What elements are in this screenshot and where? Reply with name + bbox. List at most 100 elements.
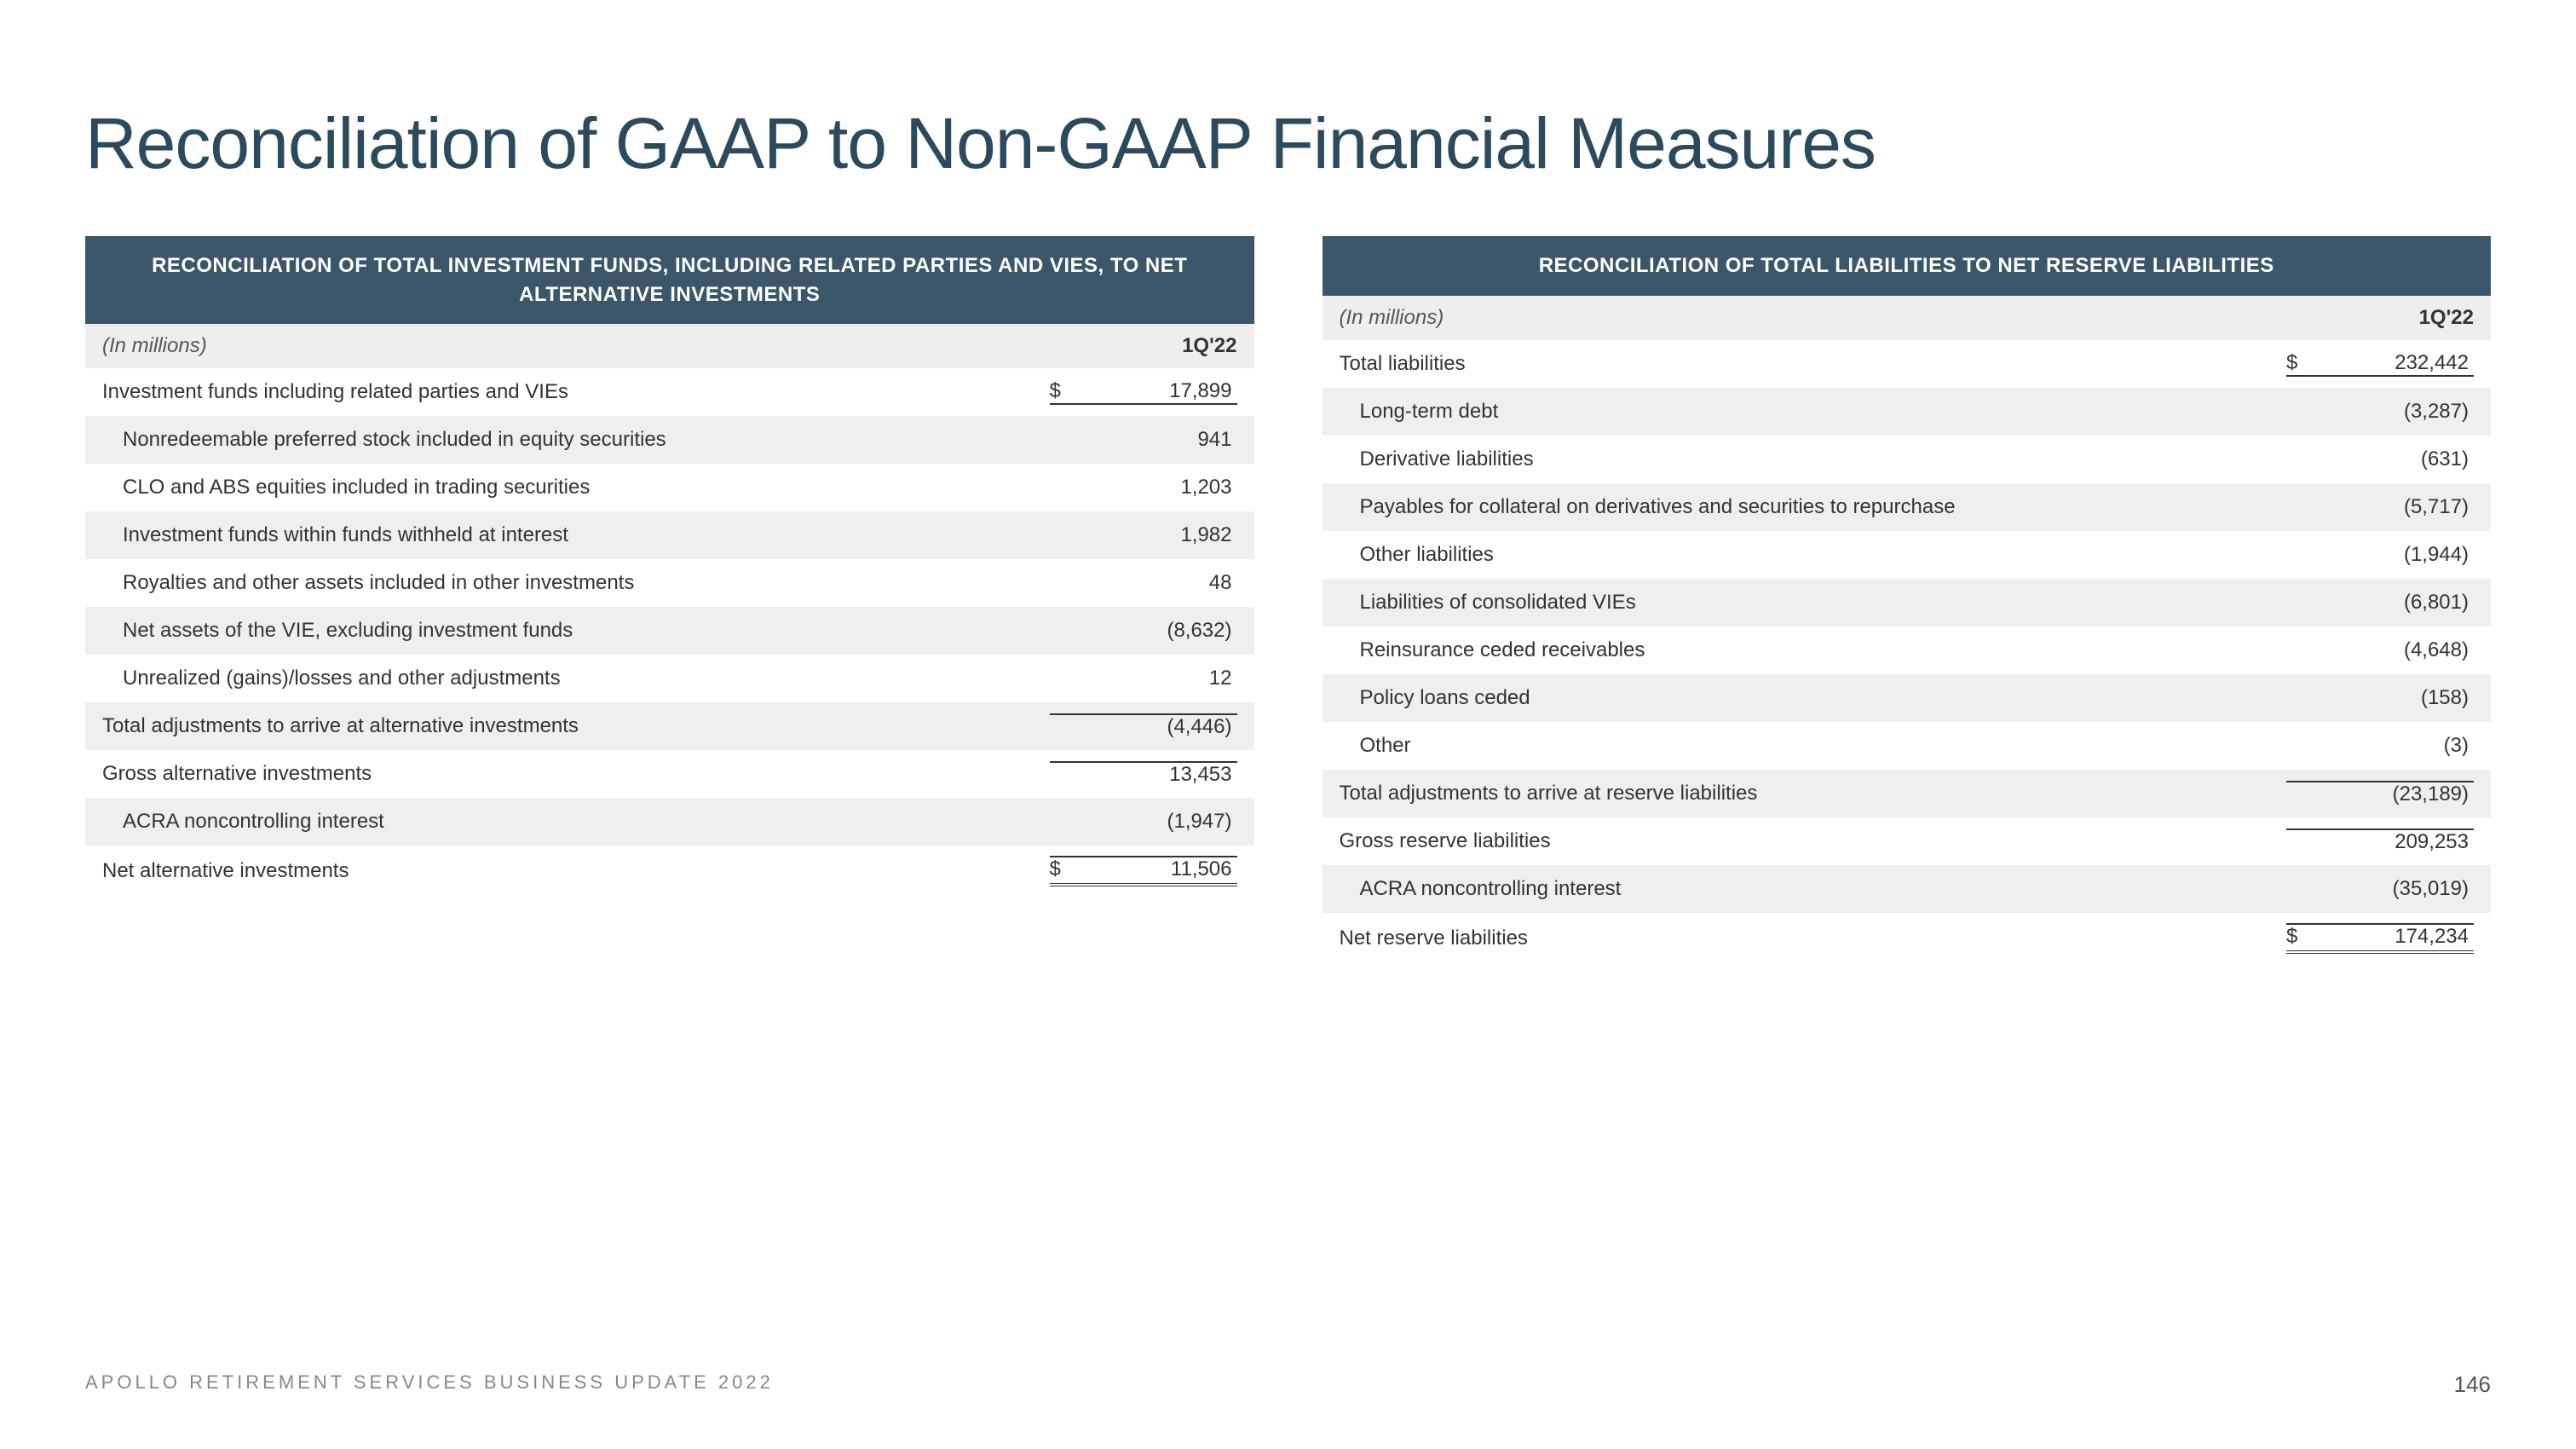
row-value: (158) [2312,686,2474,710]
row-value: (4,648) [2312,638,2474,662]
value-wrap: (35,019) [2286,877,2474,901]
row-label: Nonredeemable preferred stock included i… [102,428,1050,452]
table-row: Investment funds including related parti… [85,368,1254,416]
row-currency [2286,830,2312,854]
row-currency: $ [2286,925,2312,949]
value-wrap: (3) [2286,734,2474,758]
row-currency [2286,782,2312,806]
row-value: (1,947) [1075,810,1237,834]
table-row: Investment funds within funds withheld a… [85,511,1254,559]
left-table: RECONCILIATION OF TOTAL INVESTMENT FUNDS… [85,236,1254,964]
row-label: Long-term debt [1340,400,2287,424]
row-value: 1,203 [1075,476,1237,499]
row-currency [2286,591,2312,615]
table-row: ACRA noncontrolling interest (1,947) [85,798,1254,846]
row-currency [2286,495,2312,519]
value-wrap: (158) [2286,686,2474,710]
table-row: Total liabilities$232,442 [1323,340,2492,388]
page-title: Reconciliation of GAAP to Non-GAAP Finan… [85,102,2491,185]
value-wrap: $11,506 [1050,856,1237,886]
row-label: Total adjustments to arrive at alternati… [102,714,1050,738]
row-value: (6,801) [2312,591,2474,615]
value-wrap: 12 [1050,667,1237,690]
left-table-header: RECONCILIATION OF TOTAL INVESTMENT FUNDS… [85,236,1254,324]
table-row: Other liabilities(1,944) [1323,531,2492,579]
value-wrap: (4,648) [2286,638,2474,662]
row-label: Payables for collateral on derivatives a… [1340,495,2287,519]
row-value: (631) [2312,447,2474,471]
table-row: Total adjustments to arrive at reserve l… [1323,770,2492,817]
value-wrap: 13,453 [1050,761,1237,787]
table-row: Gross alternative investments 13,453 [85,750,1254,798]
row-currency [1050,476,1075,499]
table-row: Net assets of the VIE, excluding investm… [85,607,1254,655]
table-row: Nonredeemable preferred stock included i… [85,416,1254,464]
row-value: 11,506 [1075,857,1237,881]
row-label: Policy loans ceded [1340,686,2287,710]
value-wrap: 209,253 [2286,828,2474,854]
row-value: 232,442 [2312,351,2474,375]
value-wrap: (5,717) [2286,495,2474,519]
left-unit-label: (In millions) [102,334,1050,358]
row-currency: $ [1050,379,1075,403]
table-row: Payables for collateral on derivatives a… [1323,483,2492,531]
value-wrap: 1,203 [1050,476,1237,499]
row-currency [1050,619,1075,643]
table-row: Gross reserve liabilities 209,253 [1323,817,2492,865]
row-value: 17,899 [1075,379,1237,403]
value-wrap: 1,982 [1050,523,1237,547]
row-currency [1050,667,1075,690]
row-label: Total adjustments to arrive at reserve l… [1340,782,2287,805]
row-currency [1050,571,1075,595]
value-wrap: (4,446) [1050,713,1237,739]
table-row: Royalties and other assets included in o… [85,559,1254,607]
row-label: Gross alternative investments [102,762,1050,786]
value-wrap: $232,442 [2286,351,2474,377]
row-label: Net assets of the VIE, excluding investm… [102,619,1050,643]
table-row: Unrealized (gains)/losses and other adju… [85,655,1254,702]
row-currency [1050,763,1075,787]
value-wrap: (3,287) [2286,400,2474,424]
table-row: Reinsurance ceded receivables(4,648) [1323,626,2492,674]
row-label: Investment funds within funds withheld a… [102,523,1050,547]
value-wrap: $174,234 [2286,923,2474,954]
table-row: Derivative liabilities (631) [1323,436,2492,483]
row-value: 941 [1075,428,1237,452]
row-label: Net alternative investments [102,859,1050,883]
value-wrap: $17,899 [1050,379,1237,405]
row-label: Derivative liabilities [1340,447,2287,471]
value-wrap: (1,944) [2286,543,2474,567]
row-value: 174,234 [2312,925,2474,949]
left-rows: Investment funds including related parti… [85,368,1254,897]
value-wrap: (631) [2286,447,2474,471]
value-wrap: (23,189) [2286,781,2474,806]
row-currency: $ [1050,857,1075,881]
row-value: (3) [2312,734,2474,758]
table-row: Total adjustments to arrive at alternati… [85,702,1254,750]
columns-container: RECONCILIATION OF TOTAL INVESTMENT FUNDS… [85,236,2491,964]
row-value: (35,019) [2312,877,2474,901]
row-value: (4,446) [1075,715,1237,739]
right-table-header: RECONCILIATION OF TOTAL LIABILITIES TO N… [1323,236,2492,296]
table-row: Long-term debt (3,287) [1323,388,2492,436]
row-currency [2286,686,2312,710]
row-label: Other liabilities [1340,543,2287,567]
row-value: 209,253 [2312,830,2474,854]
row-currency [1050,810,1075,834]
row-label: Gross reserve liabilities [1340,829,2287,853]
footer: APOLLO RETIREMENT SERVICES BUSINESS UPDA… [85,1371,2491,1398]
row-currency [1050,428,1075,452]
table-row: Net reserve liabilities$174,234 [1323,913,2492,964]
value-wrap: 48 [1050,571,1237,595]
row-value: (23,189) [2312,782,2474,806]
row-label: CLO and ABS equities included in trading… [102,476,1050,499]
row-value: 1,982 [1075,523,1237,547]
value-wrap: (6,801) [2286,591,2474,615]
row-value: 13,453 [1075,763,1237,787]
right-subheader: (In millions) 1Q'22 [1323,296,2492,340]
row-label: ACRA noncontrolling interest [102,810,1050,834]
row-label: Royalties and other assets included in o… [102,571,1050,595]
row-value: (3,287) [2312,400,2474,424]
row-currency [2286,734,2312,758]
row-label: Total liabilities [1340,352,2287,376]
